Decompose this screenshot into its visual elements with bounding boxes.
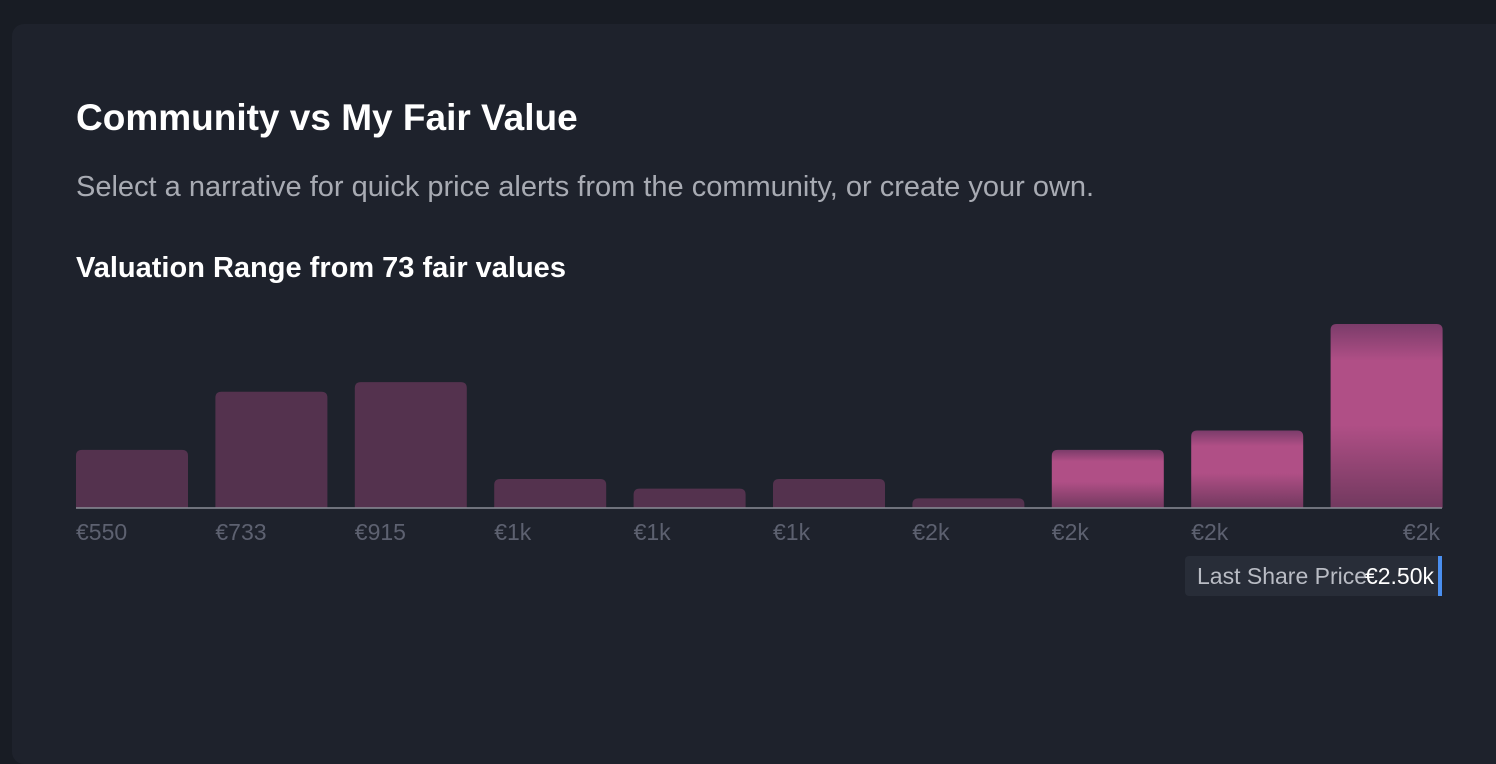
page-subtitle: Select a narrative for quick price alert… [76,171,1095,203]
histogram-bar[interactable] [912,498,1025,508]
x-tick-label: €1k [494,519,532,545]
histogram-bar[interactable] [76,449,188,508]
last-share-price-badge: Last Share Price €2.50k [1185,556,1442,596]
histogram-bar[interactable] [1330,324,1443,508]
last-share-price-marker [1438,556,1442,596]
x-tick-label: €915 [355,519,406,545]
valuation-range-title: Valuation Range from 73 fair values [76,252,566,284]
histogram-bar[interactable] [633,488,746,508]
x-tick-label: €2k [912,519,950,545]
x-tick-label: €1k [634,519,672,545]
x-tick-label: €2k [1191,519,1229,545]
histogram-bar[interactable] [773,478,885,508]
x-tick-label: €733 [215,519,266,545]
page-title: Community vs My Fair Value [76,97,578,138]
x-tick-label: €2k [1403,519,1441,545]
x-tick-label: €2k [1052,519,1090,545]
histogram-bar[interactable] [1191,430,1304,508]
last-share-price-label: Last Share Price [1197,563,1368,589]
histogram-bar[interactable] [354,382,467,508]
valuation-histogram: €550 €733 €915 €1k €1k €1k €2k €2k €2k €2k [76,324,1443,545]
last-share-price-value: €2.50k [1364,563,1434,589]
histogram-bar[interactable] [1051,449,1164,508]
x-tick-label: €1k [773,519,811,545]
x-tick-label: €550 [76,519,127,545]
histogram-bar[interactable] [494,478,607,508]
histogram-bar[interactable] [215,391,328,508]
